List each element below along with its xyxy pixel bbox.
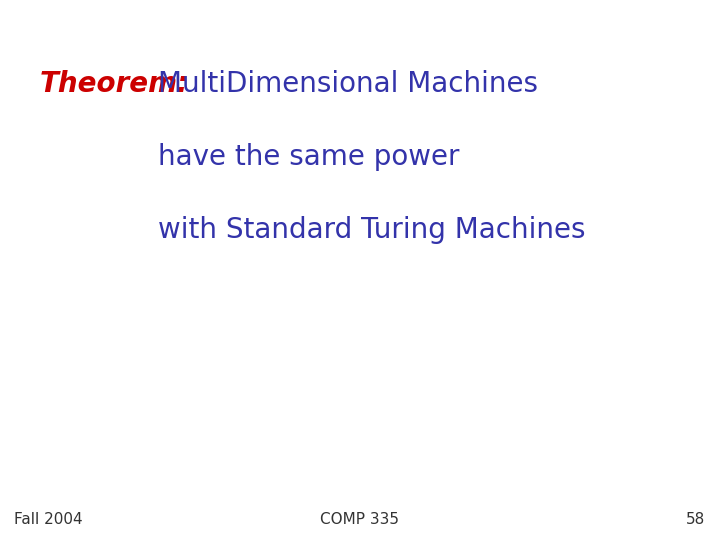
Text: with Standard Turing Machines: with Standard Turing Machines (158, 216, 586, 244)
Text: COMP 335: COMP 335 (320, 511, 400, 526)
Text: MultiDimensional Machines: MultiDimensional Machines (158, 70, 539, 98)
Text: Theorem:: Theorem: (40, 70, 189, 98)
Text: Fall 2004: Fall 2004 (14, 511, 83, 526)
Text: 58: 58 (686, 511, 706, 526)
Text: have the same power: have the same power (158, 143, 460, 171)
